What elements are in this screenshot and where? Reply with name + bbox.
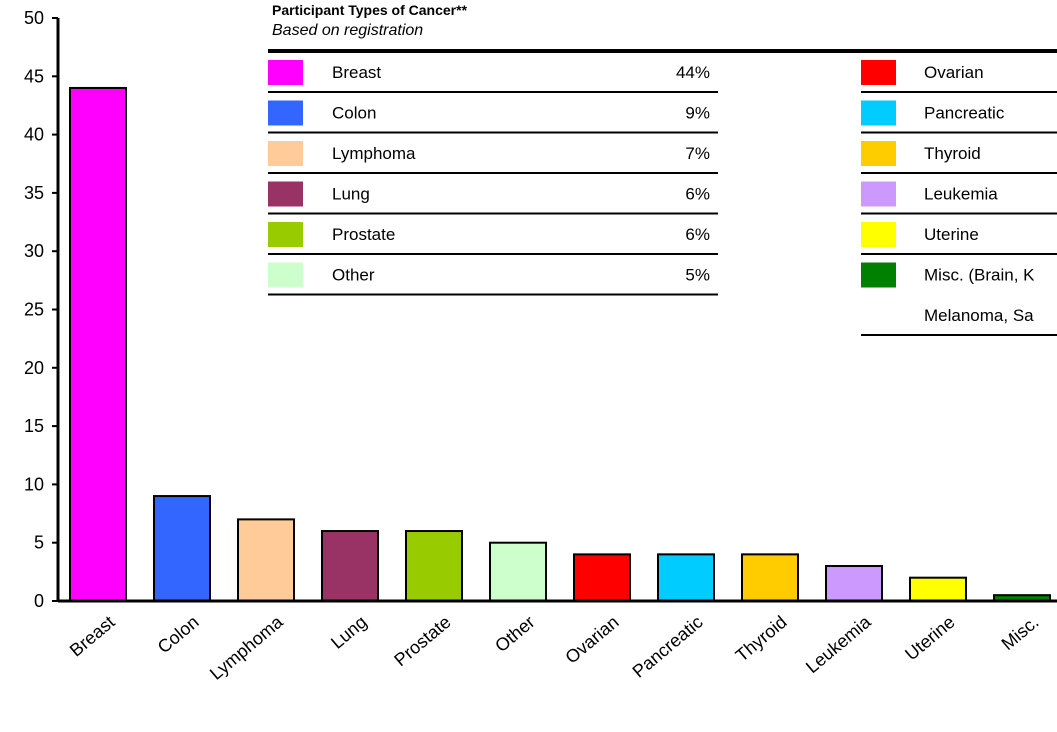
legend-label: Prostate: [332, 225, 395, 244]
y-tick-label: 35: [24, 183, 44, 203]
legend-swatch: [268, 60, 303, 85]
x-tick-label: Other: [491, 612, 538, 656]
legend-title: Participant Types of Cancer**: [272, 2, 468, 18]
legend-swatch: [861, 181, 896, 207]
legend-label: Ovarian: [924, 63, 984, 82]
legend-swatch: [268, 181, 303, 207]
legend-swatch: [268, 100, 303, 126]
y-axis: 0 5 10 15 20 25 30 35 40 45 50: [24, 8, 60, 611]
x-tick-label: Thyroid: [732, 612, 791, 666]
legend-label: Lymphoma: [332, 144, 416, 163]
legend-subtitle: Based on registration: [272, 22, 424, 39]
legend-percent: 44%: [676, 63, 710, 82]
y-tick-label: 10: [24, 474, 44, 494]
y-tick-label: 45: [24, 66, 44, 86]
x-tick-label: Misc.: [998, 612, 1043, 654]
legend-label: Thyroid: [924, 144, 981, 163]
x-tick-label: Lung: [327, 612, 371, 653]
legend-label-continuation: Melanoma, Sa: [924, 306, 1034, 325]
y-tick-label: 0: [34, 591, 44, 611]
x-tick-label: Breast: [66, 612, 119, 661]
y-tick-label: 5: [34, 533, 44, 553]
y-tick-label: 30: [24, 241, 44, 261]
bar-pancreatic: [657, 553, 715, 602]
legend-swatch: [861, 222, 896, 247]
legend-swatch: [861, 60, 896, 85]
legend-percent: 6%: [685, 225, 710, 244]
legend-label: Other: [332, 266, 375, 285]
legend-swatch: [268, 141, 303, 166]
y-tick-label: 40: [24, 125, 44, 145]
bar-colon: [153, 495, 211, 602]
bar-lymphoma: [237, 518, 295, 603]
bar-other: [489, 541, 547, 603]
x-tick-label: Uterine: [901, 612, 958, 665]
bar-thyroid: [741, 553, 799, 602]
bar-lung: [321, 530, 379, 602]
legend-swatch: [268, 262, 303, 288]
x-tick-label: Ovarian: [561, 612, 622, 668]
legend: Breast 44% Colon 9% Lymphoma 7% Lung 6% Prostate…: [268, 49, 1057, 336]
x-tick-label: Colon: [154, 612, 203, 658]
legend-label: Lung: [332, 185, 370, 204]
x-tick-labels: Breast Colon Lymphoma Lung Prostate Other Ovar…: [66, 611, 1043, 684]
legend-label: Uterine: [924, 225, 979, 244]
x-tick-label: Pancreatic: [629, 612, 707, 682]
legend-label: Breast: [332, 63, 381, 82]
x-tick-label: Lymphoma: [206, 611, 287, 684]
legend-label: Colon: [332, 104, 376, 123]
legend-swatch: [268, 222, 303, 247]
x-tick-label: Prostate: [390, 612, 454, 670]
bar-prostate: [405, 530, 463, 602]
legend-label: Leukemia: [924, 185, 998, 204]
legend-percent: 6%: [685, 185, 710, 204]
bar-leukemia: [825, 565, 883, 603]
bar-breast: [69, 86, 127, 602]
bar-uterine: [909, 576, 967, 602]
legend-swatch: [861, 100, 896, 126]
y-tick-label: 25: [24, 300, 44, 320]
legend-percent: 5%: [685, 266, 710, 285]
legend-swatch: [861, 141, 896, 166]
legend-swatch: [861, 262, 896, 288]
x-tick-label: Leukemia: [802, 611, 875, 677]
legend-percent: 7%: [685, 144, 710, 163]
bars: [69, 86, 1051, 603]
legend-percent: 9%: [685, 104, 710, 123]
y-tick-label: 20: [24, 358, 44, 378]
legend-label: Pancreatic: [924, 104, 1005, 123]
y-tick-label: 15: [24, 416, 44, 436]
bar-ovarian: [573, 553, 631, 602]
y-tick-label: 50: [24, 8, 44, 28]
legend-label: Misc. (Brain, K: [924, 266, 1035, 285]
